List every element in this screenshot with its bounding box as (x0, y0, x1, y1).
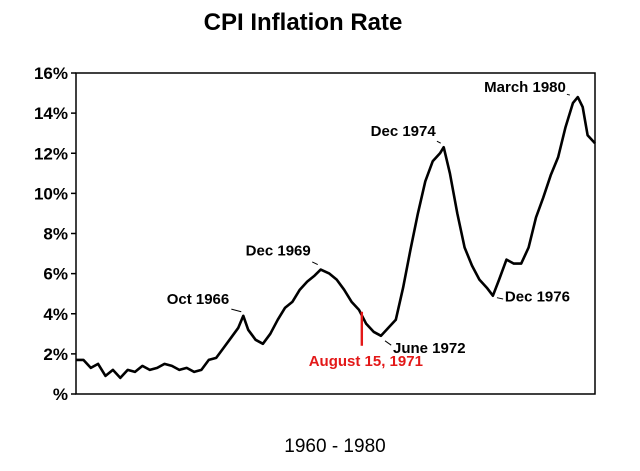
event-marker-label: August 15, 1971 (309, 353, 423, 370)
series-line (76, 95, 596, 380)
plot-frame (75, 72, 596, 395)
y-tick-label: 6% (43, 265, 68, 284)
annotation-leader (384, 340, 392, 346)
y-axis-ticks: % 2% 4% 6% 8% 10% 12% 14% 16% (34, 64, 76, 404)
y-tick-label: 12% (34, 144, 68, 163)
annotation-label: Dec 1969 (246, 243, 311, 260)
annotation-label: Dec 1976 (505, 289, 570, 306)
series-layer (76, 95, 596, 380)
y-tick-label: 2% (43, 345, 68, 364)
y-tick-label: % (53, 385, 68, 404)
annotation-layer: Oct 1966 Dec 1969 June 1972 Dec 1974 Dec 197… (167, 79, 570, 370)
y-tick-label: 10% (34, 184, 68, 203)
annotation-leader (231, 308, 242, 313)
annotation-leader (312, 261, 318, 266)
y-tick-label: 16% (34, 64, 68, 83)
annotation-leader (496, 297, 504, 300)
annotation-label: June 1972 (393, 340, 466, 357)
annotation-label: Dec 1974 (371, 123, 437, 140)
annotation-label: March 1980 (484, 79, 566, 96)
annotation-leader (436, 140, 441, 144)
annotation-leader (566, 93, 570, 96)
x-axis-label: 1960 - 1980 (284, 436, 385, 457)
chart-title: CPI Inflation Rate (204, 9, 403, 36)
y-tick-label: 8% (43, 225, 68, 244)
annotation-label: Oct 1966 (167, 291, 230, 308)
y-tick-label: 4% (43, 305, 68, 324)
y-tick-label: 14% (34, 104, 68, 123)
